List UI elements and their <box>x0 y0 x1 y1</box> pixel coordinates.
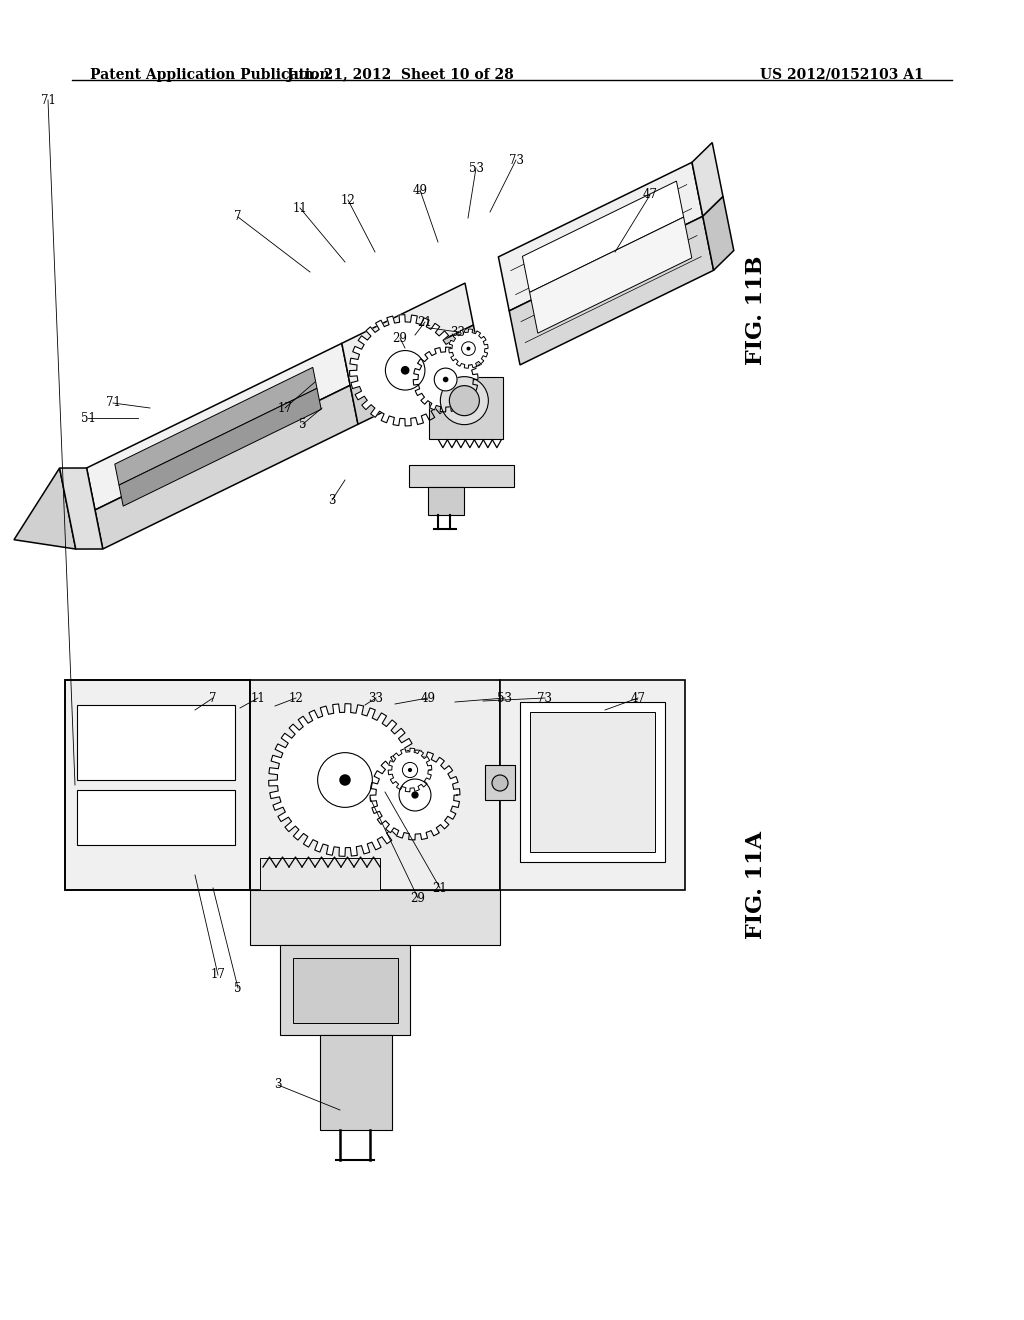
Bar <box>520 702 665 862</box>
Text: 73: 73 <box>538 692 553 705</box>
Polygon shape <box>342 282 473 385</box>
Text: 5: 5 <box>299 417 307 430</box>
Text: 11: 11 <box>293 202 307 214</box>
Bar <box>260 858 380 890</box>
Text: 73: 73 <box>509 153 523 166</box>
Polygon shape <box>499 162 702 312</box>
Circle shape <box>340 775 350 785</box>
Text: 3: 3 <box>274 1078 282 1092</box>
Text: 5: 5 <box>234 982 242 994</box>
Polygon shape <box>95 385 358 549</box>
Text: US 2012/0152103 A1: US 2012/0152103 A1 <box>760 69 924 82</box>
Circle shape <box>401 367 409 374</box>
Bar <box>280 945 410 1035</box>
Bar <box>410 465 514 487</box>
Polygon shape <box>119 388 322 506</box>
Circle shape <box>443 378 447 381</box>
Polygon shape <box>692 143 723 216</box>
Circle shape <box>385 351 425 391</box>
Bar <box>319 1035 392 1130</box>
Circle shape <box>402 763 418 777</box>
Text: 49: 49 <box>413 183 427 197</box>
Polygon shape <box>59 469 102 549</box>
Circle shape <box>440 376 488 425</box>
Text: 17: 17 <box>211 969 225 982</box>
Circle shape <box>467 347 470 350</box>
Bar <box>293 958 398 1023</box>
Circle shape <box>409 768 412 771</box>
Text: 51: 51 <box>81 412 95 425</box>
Polygon shape <box>268 704 421 857</box>
Circle shape <box>434 368 457 391</box>
Circle shape <box>412 792 418 797</box>
Polygon shape <box>370 750 460 840</box>
Text: 7: 7 <box>209 692 217 705</box>
Text: 29: 29 <box>411 891 425 904</box>
Bar <box>77 705 234 780</box>
Text: FIG. 11B: FIG. 11B <box>745 255 767 364</box>
Polygon shape <box>349 314 461 426</box>
Text: 71: 71 <box>41 94 55 107</box>
Polygon shape <box>115 367 317 486</box>
Polygon shape <box>449 329 488 368</box>
Polygon shape <box>87 343 350 510</box>
Text: 29: 29 <box>392 331 408 345</box>
Text: FIG. 11A: FIG. 11A <box>745 832 767 939</box>
Text: 47: 47 <box>631 692 645 705</box>
Polygon shape <box>14 469 76 549</box>
Text: 12: 12 <box>341 194 355 206</box>
Circle shape <box>317 752 373 808</box>
Polygon shape <box>522 181 684 292</box>
Bar <box>250 890 500 945</box>
Text: 49: 49 <box>421 692 435 705</box>
Bar <box>428 487 464 515</box>
Polygon shape <box>350 325 481 424</box>
Text: 11: 11 <box>251 692 265 705</box>
Text: Patent Application Publication: Patent Application Publication <box>90 69 330 82</box>
Bar <box>429 376 503 440</box>
Text: 12: 12 <box>289 692 303 705</box>
Text: 53: 53 <box>469 161 483 174</box>
Text: 71: 71 <box>105 396 121 409</box>
Text: Jun. 21, 2012  Sheet 10 of 28: Jun. 21, 2012 Sheet 10 of 28 <box>287 69 513 82</box>
Text: 3: 3 <box>329 494 336 507</box>
Polygon shape <box>509 216 714 364</box>
Circle shape <box>399 779 431 810</box>
Circle shape <box>492 775 508 791</box>
Polygon shape <box>414 347 478 412</box>
Text: 33: 33 <box>369 692 384 705</box>
Bar <box>485 766 515 800</box>
Bar <box>77 789 234 845</box>
Polygon shape <box>529 216 692 333</box>
Text: 7: 7 <box>234 210 242 223</box>
Bar <box>65 680 250 890</box>
Polygon shape <box>388 748 432 792</box>
Text: 53: 53 <box>498 692 512 705</box>
Circle shape <box>462 342 475 355</box>
Circle shape <box>450 385 479 416</box>
Text: 33: 33 <box>451 326 466 338</box>
Bar <box>530 711 655 851</box>
Bar <box>250 680 500 890</box>
Bar <box>500 680 685 890</box>
Text: 17: 17 <box>278 401 293 414</box>
Text: 47: 47 <box>642 189 657 202</box>
Text: 21: 21 <box>432 882 447 895</box>
Polygon shape <box>702 197 734 271</box>
Text: 21: 21 <box>418 315 432 329</box>
Bar <box>65 680 250 890</box>
